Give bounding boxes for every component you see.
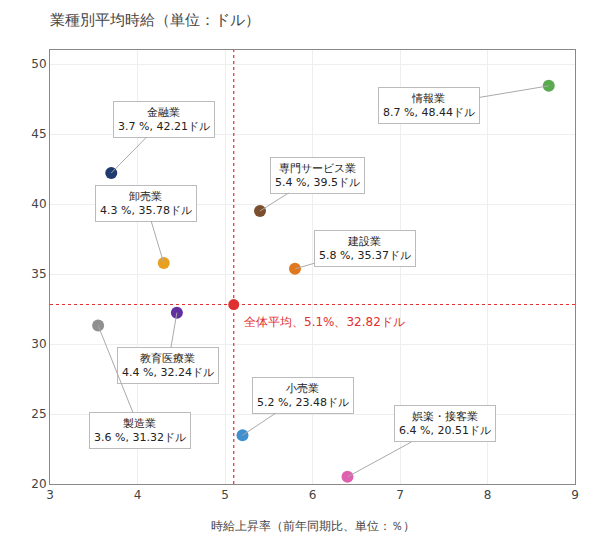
svg-text:業種別平均時給（単位：ドル）: 業種別平均時給（単位：ドル）: [50, 11, 260, 29]
svg-text:8: 8: [484, 488, 492, 502]
svg-text:40: 40: [31, 197, 46, 211]
svg-text:4: 4: [134, 488, 142, 502]
svg-text:9: 9: [571, 488, 579, 502]
svg-text:30: 30: [31, 337, 46, 351]
svg-text:7: 7: [396, 488, 404, 502]
svg-text:教育医療業4.4 %, 32.24ドル: 教育医療業4.4 %, 32.24ドル: [122, 352, 214, 379]
svg-text:20: 20: [31, 477, 46, 491]
svg-text:娯楽・接客業6.4 %, 20.51ドル: 娯楽・接客業6.4 %, 20.51ドル: [399, 410, 491, 437]
svg-text:製造業3.6 %, 31.32ドル: 製造業3.6 %, 31.32ドル: [94, 417, 186, 444]
svg-text:25: 25: [31, 407, 46, 421]
svg-text:建設業5.8 %, 35.37ドル: 建設業5.8 %, 35.37ドル: [319, 235, 411, 262]
svg-text:時給上昇率（前年同期比、単位：％）: 時給上昇率（前年同期比、単位：％）: [211, 519, 415, 533]
svg-text:5: 5: [221, 488, 229, 502]
svg-text:45: 45: [31, 127, 46, 141]
svg-text:50: 50: [31, 57, 46, 71]
svg-text:情報業8.7 %, 48.44ドル: 情報業8.7 %, 48.44ドル: [383, 92, 475, 119]
svg-text:35: 35: [31, 267, 46, 281]
svg-text:専門サービス業5.4 %, 39.5ドル: 専門サービス業5.4 %, 39.5ドル: [275, 162, 360, 189]
svg-text:金融業3.7 %, 42.21ドル: 金融業3.7 %, 42.21ドル: [118, 106, 210, 133]
svg-text:3: 3: [46, 488, 54, 502]
svg-text:全体平均、5.1%、32.82ドル: 全体平均、5.1%、32.82ドル: [244, 315, 405, 329]
svg-text:卸売業4.3 %, 35.78ドル: 卸売業4.3 %, 35.78ドル: [100, 190, 192, 217]
svg-text:6: 6: [309, 488, 317, 502]
svg-text:小売業5.2 %, 23.48ドル: 小売業5.2 %, 23.48ドル: [257, 382, 349, 409]
